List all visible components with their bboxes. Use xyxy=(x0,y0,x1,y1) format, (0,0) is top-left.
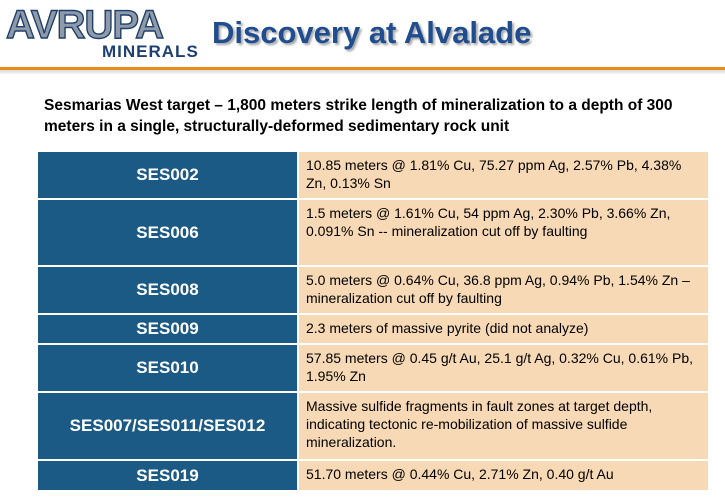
drillhole-id: SES002 xyxy=(36,150,299,200)
drillhole-id: SES010 xyxy=(36,343,299,393)
slide-title: Discovery at Alvalade xyxy=(212,15,532,50)
table-row: SES008 5.0 meters @ 0.64% Cu, 36.8 ppm A… xyxy=(36,265,710,315)
logo-wordmark: AVRUPA xyxy=(5,3,164,47)
drillhole-id: SES008 xyxy=(36,265,299,315)
drillhole-id: SES009 xyxy=(36,313,299,345)
table-row: SES019 51.70 meters @ 0.44% Cu, 2.71% Zn… xyxy=(36,459,710,492)
company-logo: AVRUPA MINERALS xyxy=(5,3,197,66)
logo-subtitle: MINERALS xyxy=(102,42,199,61)
drillhole-result: 2.3 meters of massive pyrite (did not an… xyxy=(297,313,710,345)
drillhole-id: SES006 xyxy=(36,198,299,267)
table-row: SES006 1.5 meters @ 1.61% Cu, 54 ppm Ag,… xyxy=(36,198,710,267)
drillhole-result: 51.70 meters @ 0.44% Cu, 2.71% Zn, 0.40 … xyxy=(297,459,710,492)
drillhole-result: 1.5 meters @ 1.61% Cu, 54 ppm Ag, 2.30% … xyxy=(297,198,710,267)
target-description: Sesmarias West target – 1,800 meters str… xyxy=(44,97,673,135)
table-row: SES007/SES011/SES012 Massive sulfide fra… xyxy=(36,391,710,461)
header-divider xyxy=(0,67,725,70)
drillhole-result: 5.0 meters @ 0.64% Cu, 36.8 ppm Ag, 0.94… xyxy=(297,265,710,315)
table-row: SES009 2.3 meters of massive pyrite (did… xyxy=(36,313,710,345)
table-row: SES010 57.85 meters @ 0.45 g/t Au, 25.1 … xyxy=(36,343,710,393)
drillhole-id: SES007/SES011/SES012 xyxy=(36,391,299,461)
table-row: SES002 10.85 meters @ 1.81% Cu, 75.27 pp… xyxy=(36,150,710,200)
drill-results-table: SES002 10.85 meters @ 1.81% Cu, 75.27 pp… xyxy=(36,150,710,492)
drillhole-id: SES019 xyxy=(36,459,299,492)
header-divider-shadow xyxy=(0,70,725,75)
drillhole-result: 10.85 meters @ 1.81% Cu, 75.27 ppm Ag, 2… xyxy=(297,150,710,200)
drillhole-result: 57.85 meters @ 0.45 g/t Au, 25.1 g/t Ag,… xyxy=(297,343,710,393)
drillhole-result: Massive sulfide fragments in fault zones… xyxy=(297,391,710,461)
slide-header: AVRUPA MINERALS Discovery at Alvalade xyxy=(0,0,725,70)
